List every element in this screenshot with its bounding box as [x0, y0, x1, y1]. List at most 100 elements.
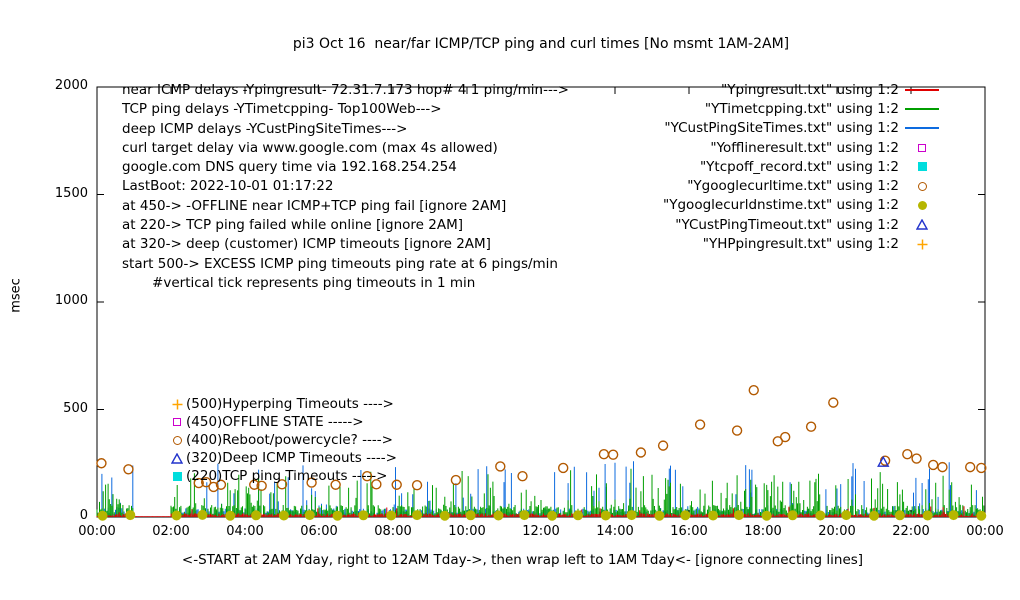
- point-Ygooglecurltime.txt: [249, 479, 260, 490]
- legend-marker-cell: [899, 181, 945, 191]
- legend-marker-cell: [899, 200, 945, 210]
- info-line: google.com DNS query time via 192.168.25…: [122, 159, 457, 176]
- open-circle-icon: [172, 435, 182, 445]
- x-axis-label: <-START at 2AM Yday, right to 12AM Tday-…: [181, 552, 864, 568]
- legend-marker-cell: [899, 127, 945, 130]
- info-line: curl target delay via www.google.com (ma…: [122, 139, 498, 156]
- point-Ygooglecurltime.txt: [607, 449, 619, 460]
- threshold-label: (500)Hyperping Timeouts ---->: [186, 396, 394, 412]
- threshold-marker-cell: [168, 471, 186, 481]
- point-Ygooglecurldnstime.txt: [278, 510, 289, 521]
- point-Ygooglecurltime.txt: [495, 461, 506, 472]
- threshold-row: (500)Hyperping Timeouts ---->: [168, 395, 397, 413]
- legend-entry: "Ygooglecurltime.txt" using 1:2: [540, 176, 945, 195]
- threshold-row: (450)OFFLINE STATE ----->: [168, 413, 397, 431]
- point-Ygooglecurltime.txt: [450, 474, 462, 486]
- point-Ygooglecurldnstime.txt: [332, 510, 343, 521]
- point-Ygooglecurldnstime.txt: [171, 510, 182, 521]
- point-Ygooglecurldnstime.txt: [225, 510, 236, 521]
- x-tick-label: 06:00: [300, 524, 338, 539]
- point-Ygooglecurltime.txt: [215, 479, 227, 490]
- filled-circle-icon: [917, 200, 927, 210]
- legend-entry-label: "YCustPingTimeout.txt" using 1:2: [675, 216, 899, 233]
- point-Ygooglecurltime.txt: [276, 479, 288, 490]
- y-tick-label: 1000: [54, 293, 88, 308]
- open-square-icon: [918, 143, 926, 152]
- legend-marker-cell: [899, 107, 945, 110]
- legend-marker-cell: [899, 239, 945, 250]
- point-Ygooglecurldnstime.txt: [894, 510, 905, 521]
- legend-entry: "Ypingresult.txt" using 1:2: [540, 80, 945, 99]
- info-line: LastBoot: 2022-10-01 01:17:22: [122, 178, 334, 195]
- point-Ygooglecurldnstime.txt: [976, 510, 987, 521]
- point-Ygooglecurldnstime.txt: [869, 510, 879, 521]
- threshold-marker-cell: [168, 435, 186, 445]
- y-axis-label: msec: [8, 278, 24, 313]
- line-icon: [905, 88, 939, 91]
- point-Ygooglecurltime.txt: [123, 464, 134, 475]
- point-Ygooglecurldnstime.txt: [493, 510, 504, 521]
- legend-entry: "Yofflineresult.txt" using 1:2: [540, 138, 945, 157]
- point-Ygooglecurltime.txt: [558, 462, 569, 474]
- point-Ygooglecurldnstime.txt: [251, 510, 262, 521]
- point-Ygooglecurldnstime.txt: [815, 510, 826, 521]
- point-Ygooglecurltime.txt: [371, 479, 382, 490]
- info-line: #vertical tick represents ping timeouts …: [122, 274, 476, 291]
- point-Ygooglecurltime.txt: [965, 461, 976, 473]
- threshold-marker-cell: [168, 452, 186, 464]
- point-Ygooglecurldnstime.txt: [547, 510, 558, 521]
- info-line: at 450-> -OFFLINE near ICMP+TCP ping fai…: [122, 197, 507, 214]
- legend-entry-label: "YHPpingresult.txt" using 1:2: [702, 236, 899, 253]
- info-line: deep ICMP delays -YCustPingSiteTimes--->: [122, 120, 408, 137]
- legend-entry: "Ytcpoff_record.txt" using 1:2: [540, 157, 945, 176]
- legend-marker-cell: [899, 162, 945, 172]
- point-Ygooglecurltime.txt: [208, 481, 219, 493]
- y-tick-label: 500: [63, 400, 88, 416]
- legend-entry-label: "YTimetcpping.txt" using 1:2: [704, 100, 899, 117]
- y-tick-label: 0: [79, 508, 88, 523]
- point-Ygooglecurltime.txt: [748, 384, 759, 396]
- x-tick-label: 08:00: [374, 524, 412, 539]
- point-Ygooglecurltime.txt: [911, 453, 922, 464]
- point-Ygooglecurldnstime.txt: [708, 510, 719, 521]
- legend-entry: "Ygooglecurldnstime.txt" using 1:2: [540, 196, 945, 215]
- point-Ygooglecurldnstime.txt: [680, 510, 691, 521]
- point-Ygooglecurldnstime.txt: [386, 510, 397, 521]
- x-tick-label: 02:00: [152, 524, 190, 539]
- point-Ygooglecurltime.txt: [828, 397, 839, 408]
- point-Ygooglecurltime.txt: [330, 479, 341, 490]
- point-Ygooglecurldnstime.txt: [465, 510, 476, 521]
- threshold-key: (500)Hyperping Timeouts ----> (450)OFFLIN…: [168, 395, 397, 485]
- point-Ygooglecurltime.txt: [731, 425, 743, 436]
- legend-entry-label: "Ygooglecurldnstime.txt" using 1:2: [663, 197, 899, 214]
- point-Ygooglecurldnstime.txt: [841, 510, 852, 521]
- point-Ygooglecurltime.txt: [598, 449, 610, 460]
- point-Ygooglecurldnstime.txt: [97, 510, 108, 521]
- plus-icon: [917, 239, 928, 250]
- point-Ygooglecurldnstime.txt: [197, 509, 208, 520]
- chart-title: pi3 Oct 16 near/far ICMP/TCP ping and cu…: [292, 36, 790, 52]
- plus-icon: [172, 399, 183, 410]
- point-Ygooglecurltime.txt: [361, 470, 373, 482]
- threshold-label: (450)OFFLINE STATE ----->: [186, 414, 364, 430]
- x-tick-label: 14:00: [596, 524, 634, 539]
- point-YCustPingTimeout.txt: [877, 455, 890, 467]
- point-Ygooglecurldnstime.txt: [439, 510, 450, 521]
- point-Ygooglecurldnstime.txt: [519, 510, 530, 521]
- line-icon: [905, 107, 939, 110]
- x-tick-label: 20:00: [818, 524, 856, 539]
- point-Ygooglecurldnstime.txt: [412, 510, 423, 521]
- threshold-marker-cell: [168, 418, 186, 426]
- legend: "Ypingresult.txt" using 1:2 "YTimetcpping…: [540, 80, 945, 254]
- open-square-icon: [173, 418, 181, 426]
- open-triangle-icon: [170, 452, 184, 464]
- filled-square-icon: [172, 471, 182, 481]
- info-line: near ICMP delays -Ypingresult- 72.31.7.1…: [122, 82, 569, 98]
- legend-entry: "YCustPingSiteTimes.txt" using 1:2: [540, 119, 945, 138]
- filled-square-icon: [917, 162, 927, 172]
- point-Ygooglecurltime.txt: [391, 479, 402, 490]
- x-tick-label: 16:00: [670, 524, 708, 539]
- point-Ygooglecurltime.txt: [976, 462, 987, 474]
